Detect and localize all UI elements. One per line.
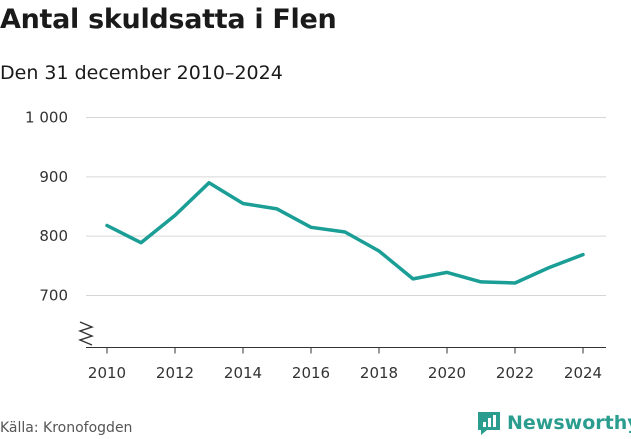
series-line: [105, 181, 585, 285]
y-tick-label: 900: [39, 168, 68, 186]
axis-break-mark: [78, 321, 94, 346]
y-tick-label: 1 000: [25, 109, 68, 127]
x-tick-label: 2024: [564, 364, 602, 382]
x-tick-label: 2022: [496, 364, 534, 382]
newsworthy-logo-icon: [478, 412, 500, 435]
x-tick-label: 2020: [428, 364, 466, 382]
x-axis: 2010 2012 2014 2016 2018 2020 2022 2024: [86, 347, 606, 382]
x-tick-label: 2014: [224, 364, 262, 382]
series-line-layer: [105, 181, 585, 285]
gridlines: [86, 117, 606, 296]
y-tick-label: 700: [39, 287, 68, 305]
y-axis-ticks: 700 800 900 1 000: [25, 109, 68, 305]
brand-name: Newsworthy: [507, 412, 631, 434]
chart-subtitle: Den 31 december 2010–2024: [0, 62, 283, 84]
x-tick-label: 2010: [88, 364, 126, 382]
x-tick-label: 2012: [156, 364, 194, 382]
axis-break-icon: [78, 321, 94, 346]
x-tick-label: 2016: [292, 364, 330, 382]
y-tick-label: 800: [39, 227, 68, 245]
chart-title: Antal skuldsatta i Flen: [0, 4, 337, 35]
brand-logo: Newsworthy: [476, 410, 631, 436]
x-tick-label: 2018: [360, 364, 398, 382]
source-note: Källa: Kronofogden: [0, 420, 133, 436]
